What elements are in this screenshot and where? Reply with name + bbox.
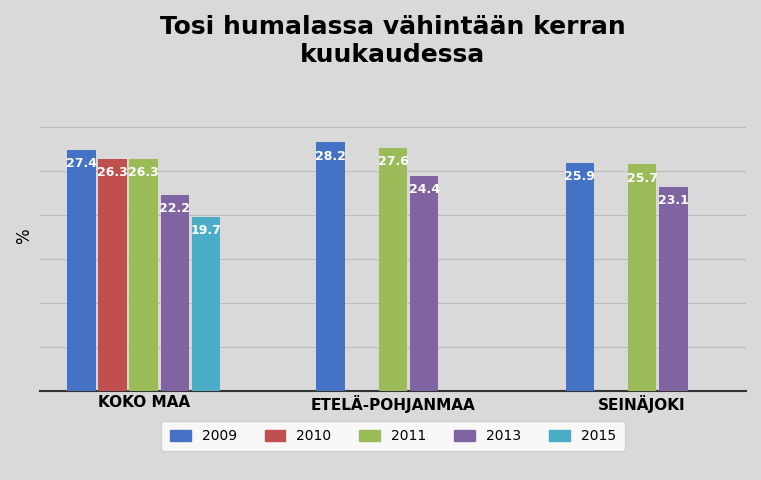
Text: 27.6: 27.6 (377, 155, 409, 168)
Bar (379, 148, 407, 391)
Bar (129, 159, 158, 391)
Y-axis label: %: % (15, 229, 33, 244)
Bar (317, 143, 345, 391)
Text: 19.7: 19.7 (191, 224, 221, 237)
Text: 25.7: 25.7 (626, 171, 658, 184)
Text: 28.2: 28.2 (315, 149, 346, 163)
Legend: 2009, 2010, 2011, 2013, 2015: 2009, 2010, 2011, 2013, 2015 (161, 421, 625, 452)
Bar (565, 163, 594, 391)
Title: Tosi humalassa vähintään kerran
kuukaudessa: Tosi humalassa vähintään kerran kuukaude… (160, 15, 626, 67)
Text: 23.1: 23.1 (658, 194, 689, 207)
Bar (628, 165, 657, 391)
Bar (161, 195, 189, 391)
Text: 25.9: 25.9 (565, 170, 595, 183)
Text: 22.2: 22.2 (159, 202, 190, 216)
Bar (192, 217, 221, 391)
Bar (67, 149, 96, 391)
Bar (409, 176, 438, 391)
Text: 24.4: 24.4 (409, 183, 440, 196)
Text: 26.3: 26.3 (97, 166, 128, 179)
Bar (98, 159, 127, 391)
Text: 26.3: 26.3 (129, 166, 159, 179)
Bar (659, 187, 688, 391)
Text: 27.4: 27.4 (66, 156, 97, 169)
